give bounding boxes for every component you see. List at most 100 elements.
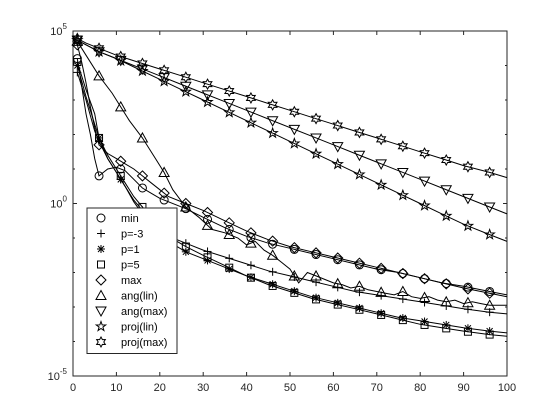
data-point	[223, 217, 235, 229]
data-point	[377, 310, 386, 319]
data-point	[396, 188, 410, 201]
data-point	[136, 64, 149, 77]
data-point	[203, 253, 212, 262]
data-point	[309, 147, 323, 160]
data-point	[288, 124, 301, 136]
data-point	[157, 74, 171, 87]
data-point	[73, 58, 82, 67]
data-point	[288, 136, 301, 149]
data-point	[419, 147, 430, 160]
x-tick-label: 10	[110, 382, 122, 394]
data-point	[225, 263, 234, 272]
data-point	[333, 300, 342, 309]
data-point	[268, 239, 278, 249]
legend-marker	[94, 319, 108, 332]
data-point	[289, 105, 300, 118]
data-point	[483, 202, 496, 213]
data-point	[397, 140, 409, 153]
data-point	[266, 249, 279, 260]
data-point	[461, 219, 475, 232]
legend-item: proj(lin)	[94, 319, 158, 334]
data-point	[310, 133, 322, 144]
data-point	[244, 116, 258, 129]
data-point	[181, 242, 190, 251]
data-point	[418, 199, 431, 211]
x-tick-label: 30	[197, 382, 209, 394]
legend-label: p=5	[121, 260, 140, 272]
data-point	[93, 69, 105, 81]
y-tick-label: 105	[50, 22, 67, 38]
data-point	[462, 296, 474, 308]
data-point	[290, 288, 299, 297]
data-point	[266, 116, 279, 127]
data-point	[158, 187, 170, 199]
data-point	[355, 288, 364, 297]
data-point	[440, 209, 453, 222]
x-tick-label: 50	[284, 382, 296, 394]
data-point	[311, 250, 321, 260]
data-point	[483, 287, 496, 299]
data-point	[398, 269, 408, 279]
data-point	[246, 273, 255, 282]
legend-label: ang(lin)	[121, 291, 158, 303]
data-point	[353, 280, 366, 291]
x-tick-label: 20	[154, 382, 166, 394]
data-point	[354, 260, 364, 270]
legend-marker	[95, 335, 107, 349]
series-line	[72, 37, 508, 215]
data-point	[353, 150, 366, 162]
data-point	[288, 269, 301, 281]
data-point	[158, 166, 170, 177]
y-tick-label: 10-5	[48, 367, 68, 383]
data-point	[181, 247, 190, 256]
legend-label: ang(max)	[121, 306, 167, 318]
data-point	[333, 255, 343, 265]
data-point	[310, 247, 322, 259]
data-point	[440, 278, 452, 290]
data-point	[246, 233, 256, 243]
data-point	[71, 33, 84, 46]
data-point	[202, 78, 213, 91]
data-point	[246, 261, 255, 270]
data-point	[137, 57, 148, 70]
data-point	[73, 68, 82, 77]
data-point	[245, 107, 257, 119]
data-point	[331, 157, 344, 170]
data-point	[440, 295, 453, 307]
data-point	[225, 254, 234, 263]
data-point	[223, 228, 236, 240]
data-point	[179, 85, 193, 98]
data-point	[180, 71, 192, 84]
data-point	[396, 285, 409, 296]
data-point	[353, 168, 366, 180]
legend-marker	[95, 306, 107, 318]
data-point	[418, 176, 431, 188]
data-point	[115, 155, 127, 167]
data-point	[201, 219, 214, 230]
x-tick-label: 60	[327, 382, 339, 394]
data-point	[312, 295, 321, 304]
data-point	[267, 98, 278, 111]
data-point	[137, 183, 147, 193]
legend-label: proj(max)	[121, 337, 167, 349]
data-point	[485, 330, 494, 339]
series-line	[76, 65, 508, 334]
series-max	[71, 39, 508, 299]
data-point	[397, 267, 409, 280]
data-point	[116, 171, 125, 180]
x-tick-label: 70	[371, 382, 383, 394]
legend-item: p=-3	[97, 229, 143, 241]
data-point	[72, 32, 83, 45]
data-point	[223, 98, 236, 110]
data-point	[179, 200, 192, 212]
x-tick-label: 0	[70, 382, 76, 394]
legend-item: p=5	[97, 260, 140, 272]
data-point	[440, 185, 453, 196]
x-tick-label: 100	[498, 382, 516, 394]
legend-marker	[95, 274, 107, 286]
legend-item: proj(max)	[95, 335, 167, 349]
legend-label: p=1	[121, 244, 140, 256]
data-point	[484, 166, 495, 179]
y-tick-label: 100	[50, 195, 67, 211]
